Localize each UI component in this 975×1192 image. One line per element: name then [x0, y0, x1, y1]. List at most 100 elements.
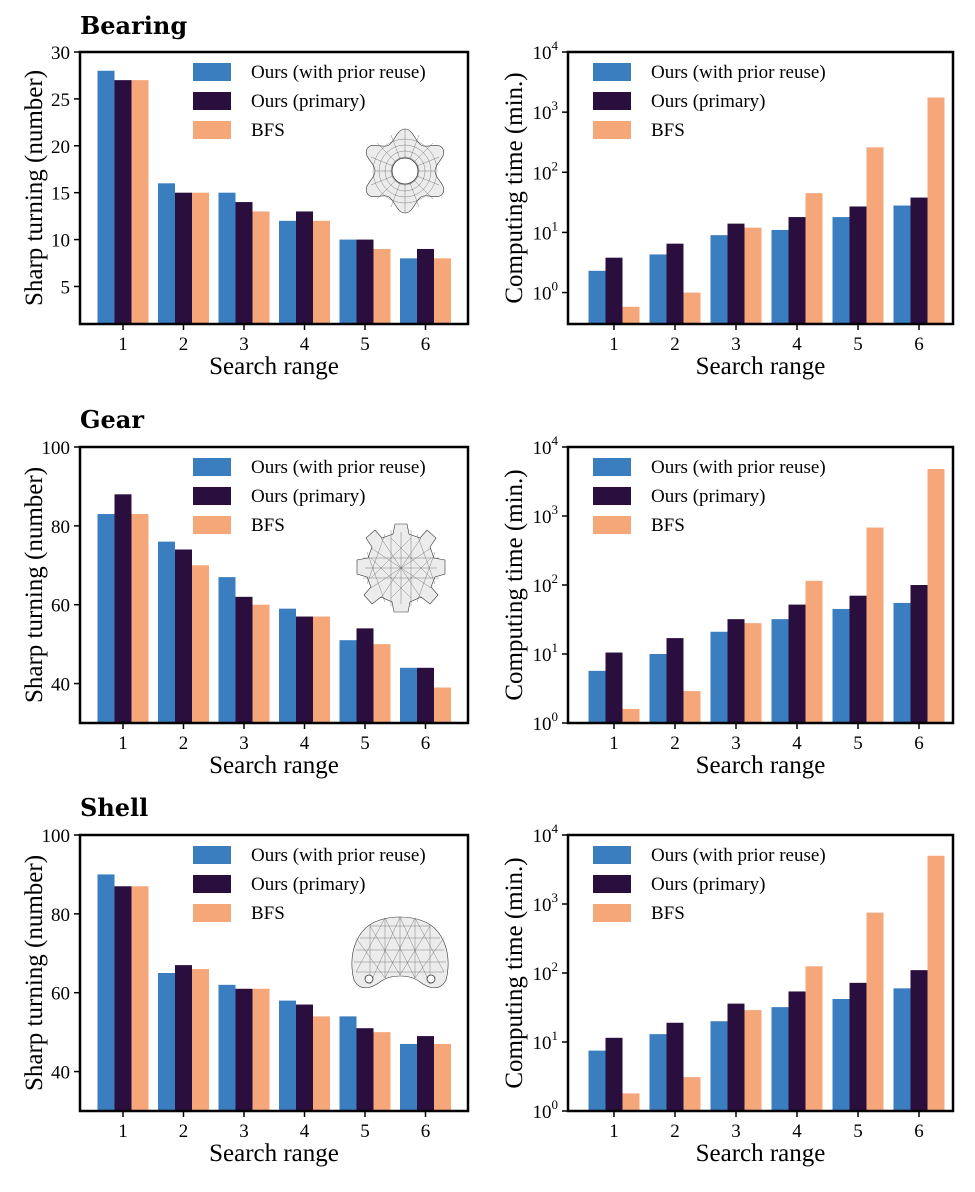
bar-shell-turning-ours-primary-6 [417, 1036, 434, 1111]
bar-shell-turning-ours-reuse-4 [279, 1000, 296, 1111]
bar-shell-time-ours-reuse-1 [588, 1050, 606, 1111]
bar-gear-turning-bfs-5 [373, 644, 391, 723]
bearing-mesh-icon [365, 128, 445, 214]
bar-bearing-time-ours-reuse-1 [588, 270, 606, 324]
x-tick-label-bearing-time-1: 1 [609, 334, 619, 355]
y-tick-label-bearing-turning-1: 10 [51, 231, 70, 252]
x-tick-label-shell-turning-5: 5 [360, 1121, 370, 1142]
plot-frame-bearing-time [566, 50, 955, 326]
y-axis-label-shell-turning: Sharp turning (number) [21, 855, 48, 1091]
bar-gear-turning-ours-reuse-5 [339, 640, 357, 723]
bar-bearing-time-bfs-4 [805, 193, 823, 324]
bar-bearing-turning-ours-reuse-4 [279, 220, 296, 324]
bar-gear-turning-ours-primary-5 [356, 628, 374, 723]
bar-gear-turning-ours-primary-4 [296, 616, 313, 723]
bar-bearing-turning-bfs-5 [373, 248, 391, 324]
legend-label-shell-turning-bfs: BFS [251, 903, 285, 924]
bar-bearing-turning-bfs-3 [252, 211, 270, 324]
y-tick-label-bearing-time-3: 103 [533, 98, 559, 124]
bar-shell-turning-ours-reuse-5 [339, 1016, 357, 1111]
bar-bearing-turning-ours-reuse-3 [218, 192, 236, 324]
y-tick-label-shell-turning-2: 80 [51, 905, 70, 926]
bar-gear-time-ours-primary-5 [849, 595, 867, 723]
bar-gear-time-ours-primary-2 [666, 638, 684, 723]
row-title-gear: Gear [80, 405, 144, 434]
bar-shell-turning-bfs-2 [192, 969, 209, 1111]
x-axis-label-gear-turning: Search range [209, 752, 339, 779]
bar-shell-turning-bfs-4 [313, 1016, 330, 1111]
bar-bearing-time-bfs-5 [866, 147, 884, 324]
x-tick-label-bearing-turning-5: 5 [360, 334, 370, 355]
row-title-bearing: Bearing [80, 11, 187, 40]
y-tick-label-gear-time-0: 100 [533, 709, 559, 735]
legend-swatch-shell-time-ours-reuse [593, 846, 631, 864]
legend-swatch-gear-time-ours-primary [593, 487, 631, 505]
legend-swatch-bearing-time-bfs [593, 121, 631, 139]
plot-frame-bearing-turning [78, 50, 470, 326]
bar-shell-time-ours-primary-6 [910, 970, 928, 1111]
bar-bearing-turning-ours-primary-1 [114, 80, 132, 324]
bar-shell-turning-bfs-6 [434, 1043, 451, 1111]
legend-label-gear-time-ours-primary: Ours (primary) [651, 486, 766, 507]
chart-gear-computing-time: 1 2 3 4 5 6 100 101 102 103 104 Search range Computi… [501, 433, 955, 779]
bar-bearing-time-ours-primary-1 [605, 257, 623, 324]
legend-label-shell-time-ours-primary: Ours (primary) [651, 874, 766, 895]
x-axis-label-bearing-time: Search range [696, 353, 826, 380]
legend-label-shell-turning-ours-primary: Ours (primary) [251, 874, 366, 895]
legend-swatch-gear-turning-bfs [193, 516, 231, 534]
bar-shell-time-ours-reuse-5 [832, 998, 850, 1111]
y-axis-label-shell-time: Computing time (min.) [501, 857, 528, 1088]
bar-gear-time-ours-primary-6 [910, 585, 928, 723]
bar-shell-time-ours-reuse-4 [771, 1007, 789, 1111]
legend-swatch-gear-turning-ours-primary [193, 487, 231, 505]
x-tick-label-bearing-time-3: 3 [731, 334, 741, 355]
bar-gear-time-ours-primary-1 [605, 652, 623, 723]
legend-swatch-bearing-turning-bfs [193, 121, 231, 139]
bar-bearing-time-ours-reuse-6 [893, 205, 911, 324]
bar-shell-time-bfs-3 [744, 1010, 762, 1111]
y-tick-label-bearing-time-2: 102 [533, 158, 559, 184]
x-axis-label-shell-turning: Search range [209, 1140, 339, 1167]
legend-label-gear-turning-ours-primary: Ours (primary) [251, 486, 366, 507]
bar-gear-turning-ours-reuse-6 [400, 667, 417, 723]
bar-gear-turning-bfs-2 [192, 565, 209, 723]
bar-shell-turning-bfs-1 [131, 886, 149, 1111]
y-tick-label-shell-turning-0: 40 [51, 1063, 70, 1084]
bar-shell-time-bfs-6 [927, 855, 945, 1111]
y-tick-label-shell-time-1: 101 [533, 1028, 559, 1054]
bar-gear-turning-bfs-4 [313, 616, 330, 723]
y-tick-label-bearing-turning-0: 5 [61, 277, 71, 298]
legend-label-bearing-time-ours-primary: Ours (primary) [651, 91, 766, 112]
x-tick-label-bearing-time-6: 6 [914, 334, 924, 355]
bar-gear-time-bfs-4 [805, 580, 823, 723]
bar-bearing-time-ours-primary-2 [666, 243, 684, 324]
bar-shell-time-ours-reuse-2 [649, 1034, 667, 1111]
bar-shell-time-ours-primary-3 [727, 1003, 745, 1111]
x-tick-label-bearing-turning-6: 6 [421, 334, 431, 355]
bar-bearing-time-bfs-6 [927, 97, 945, 324]
bar-gear-turning-bfs-1 [131, 514, 149, 723]
y-axis-label-gear-time: Computing time (min.) [501, 469, 528, 700]
bar-shell-turning-ours-primary-4 [296, 1004, 313, 1111]
x-tick-label-shell-turning-2: 2 [179, 1121, 189, 1142]
x-tick-label-gear-time-4: 4 [792, 733, 802, 754]
bar-bearing-time-bfs-3 [744, 227, 762, 324]
bar-gear-turning-ours-primary-6 [417, 667, 434, 723]
legend-swatch-gear-time-ours-reuse [593, 458, 631, 476]
bar-gear-turning-ours-primary-1 [114, 494, 132, 723]
legend-label-gear-turning-ours-reuse: Ours (with prior reuse) [251, 457, 426, 478]
bar-gear-turning-ours-primary-3 [235, 596, 253, 723]
bar-bearing-time-ours-primary-5 [849, 206, 867, 324]
bar-gear-time-ours-reuse-6 [893, 602, 911, 723]
bar-gear-turning-bfs-6 [434, 687, 451, 723]
bar-bearing-time-bfs-1 [622, 306, 640, 324]
bar-shell-turning-ours-reuse-6 [400, 1043, 417, 1111]
bar-bearing-turning-bfs-4 [313, 220, 330, 324]
x-tick-label-shell-time-4: 4 [792, 1121, 802, 1142]
bar-bearing-time-ours-reuse-4 [771, 229, 789, 324]
bar-shell-turning-ours-reuse-3 [218, 984, 236, 1111]
chart-gear-sharp-turning: 1 2 3 4 5 6 40 60 80 100 Search range Sharp turning… [21, 438, 470, 779]
bar-shell-turning-ours-primary-1 [114, 886, 132, 1111]
plot-frame-gear-turning [78, 445, 470, 725]
y-tick-label-shell-turning-3: 100 [42, 826, 71, 847]
